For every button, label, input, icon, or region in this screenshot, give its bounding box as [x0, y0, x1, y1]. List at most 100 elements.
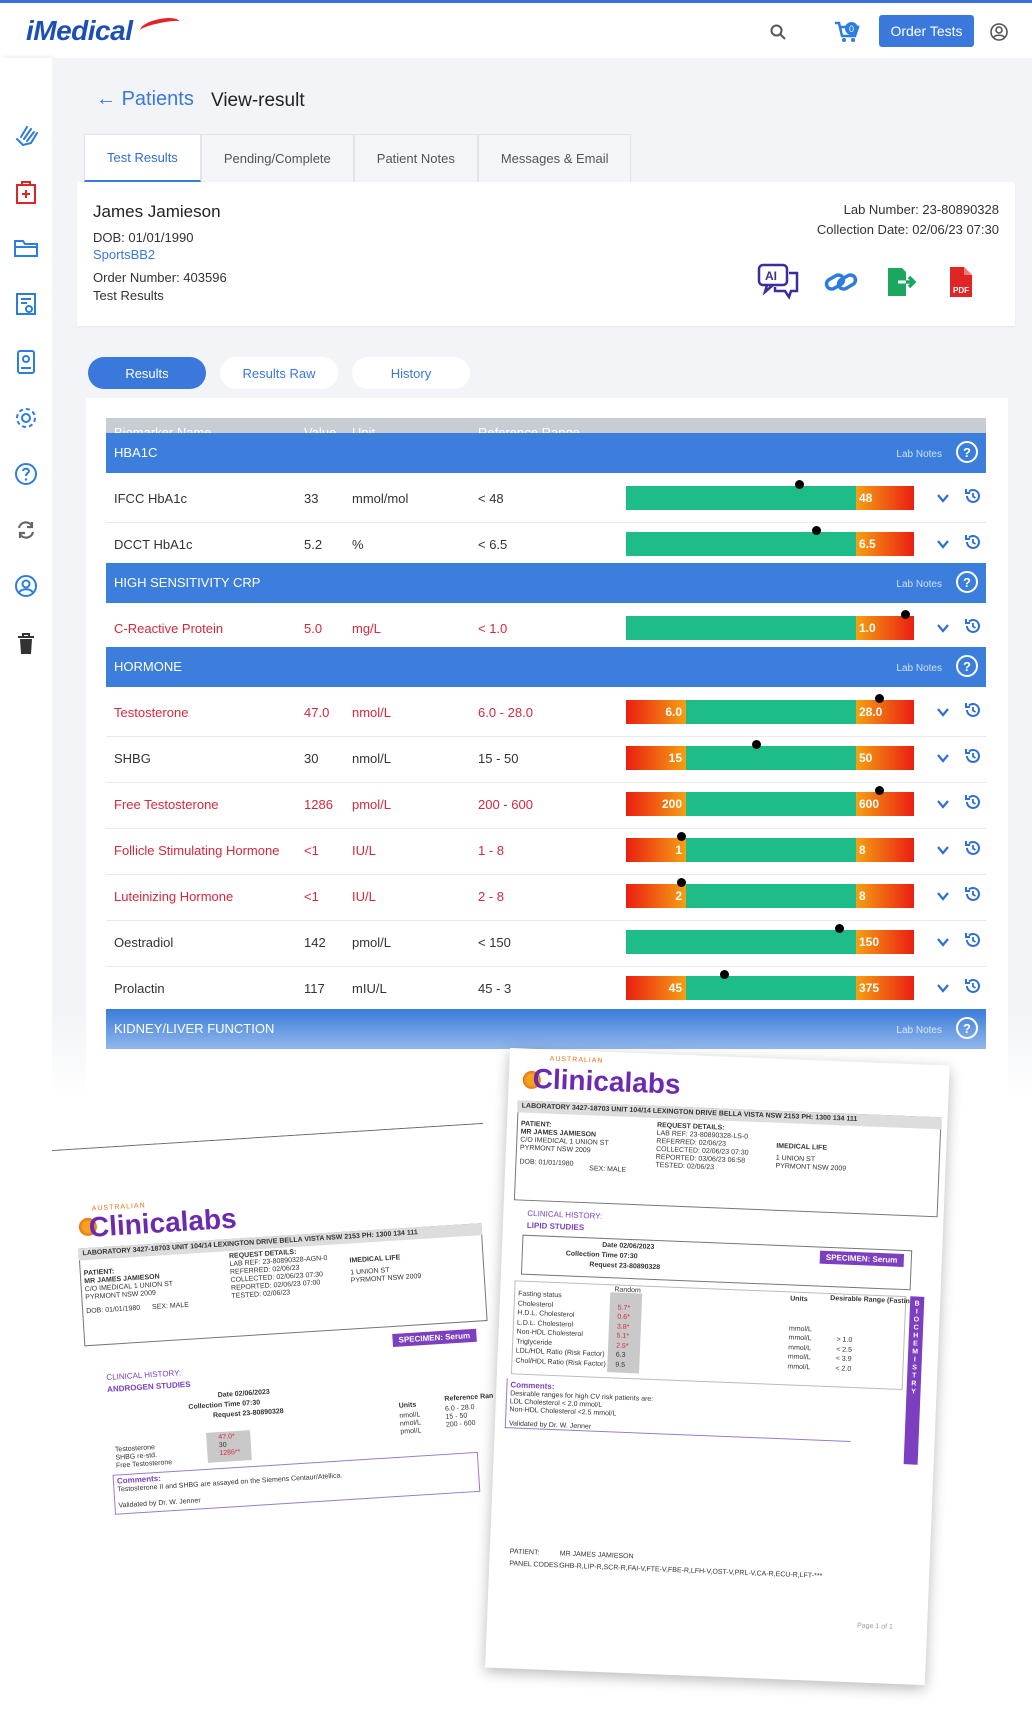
- help-icon[interactable]: ?: [956, 655, 978, 677]
- tab-pending-complete[interactable]: Pending/Complete: [200, 134, 354, 182]
- lab-notes-link[interactable]: Lab Notes: [896, 663, 942, 674]
- patient-link[interactable]: SportsBB2: [93, 247, 156, 262]
- chevron-down-icon[interactable]: [934, 979, 952, 997]
- value-marker: [875, 694, 884, 703]
- tab-test-results[interactable]: Test Results: [84, 134, 201, 182]
- bar-low-label: 1: [675, 843, 682, 857]
- gear-icon[interactable]: [12, 404, 40, 432]
- chevron-down-icon[interactable]: [934, 841, 952, 859]
- bar-low-segment: [626, 700, 686, 724]
- breadcrumb-patients[interactable]: Patients: [121, 88, 194, 110]
- trash-icon[interactable]: [12, 630, 40, 658]
- biomarker-unit: pmol/L: [352, 935, 392, 950]
- history-icon[interactable]: [963, 532, 983, 552]
- share-link-icon[interactable]: [819, 262, 863, 302]
- biomarker-unit: mmol/mol: [352, 491, 409, 506]
- table-row[interactable]: Oestradiol 142 pmol/L < 150 150: [106, 917, 986, 967]
- search-icon[interactable]: [767, 21, 789, 43]
- patient-file-icon[interactable]: [12, 348, 40, 376]
- imedical-logo[interactable]: iMedical: [26, 15, 133, 46]
- table-row[interactable]: DCCT HbA1c 5.2% < 6.5 6.5: [106, 519, 986, 569]
- group-hormone: HORMONE Lab Notes?: [106, 647, 986, 687]
- reference-range: 1 - 8: [478, 843, 505, 858]
- biomarker-value: 33: [304, 491, 319, 506]
- subtab-results-raw[interactable]: Results Raw: [220, 357, 338, 389]
- bar-low-segment: [626, 792, 686, 816]
- result-type: Test Results: [93, 288, 164, 303]
- report-units-header: Units: [790, 1295, 808, 1304]
- biomarker-name: Testosterone: [114, 705, 189, 720]
- report-random-header: Random: [614, 1286, 641, 1295]
- breadcrumb-back[interactable]: ← Patients: [96, 88, 194, 111]
- history-icon[interactable]: [963, 616, 983, 636]
- history-icon[interactable]: [963, 486, 983, 506]
- report-settings-icon[interactable]: [12, 290, 40, 318]
- chevron-down-icon[interactable]: [934, 795, 952, 813]
- history-icon[interactable]: [963, 930, 983, 950]
- table-row[interactable]: Testosterone 47.0 nmol/L 6.0 - 28.0 6.0 28.0: [106, 687, 986, 737]
- bar-high-segment: [856, 700, 914, 724]
- user-account-icon[interactable]: [988, 21, 1010, 43]
- chevron-down-icon[interactable]: [934, 489, 952, 507]
- biomarker-value: 117: [304, 981, 325, 996]
- subtab-results[interactable]: Results: [88, 357, 206, 389]
- chevron-down-icon[interactable]: [934, 933, 952, 951]
- table-row[interactable]: IFCC HbA1c 33 mmol/mol < 48 48: [106, 473, 986, 523]
- biomarker-unit: IU/L: [352, 843, 376, 858]
- table-row[interactable]: Follicle Stimulating Hormone <1 IU/L 1 - 8 1…: [106, 825, 986, 875]
- refresh-icon[interactable]: [12, 516, 40, 544]
- report-value-free-testosterone: 1286**: [219, 1448, 241, 1458]
- help-icon[interactable]: ?: [956, 571, 978, 593]
- report-sex: SEX: MALE: [589, 1165, 627, 1174]
- help-icon[interactable]: [12, 460, 40, 488]
- bar-high-segment: [856, 838, 914, 862]
- bar-normal-segment: [626, 930, 856, 954]
- chevron-down-icon[interactable]: [934, 887, 952, 905]
- biomarker-name: Oestradiol: [114, 935, 174, 950]
- folder-icon[interactable]: [12, 234, 40, 262]
- chevron-down-icon[interactable]: [934, 619, 952, 637]
- table-row[interactable]: Prolactin 117 mIU/L 45 - 3 45 375: [106, 963, 986, 1013]
- tab-patient-notes[interactable]: Patient Notes: [353, 134, 478, 182]
- lipid-value: 6.3: [615, 1351, 626, 1359]
- biomarker-value: 47.0: [304, 705, 330, 720]
- tab-messages-email[interactable]: Messages & Email: [477, 134, 632, 182]
- table-row[interactable]: SHBG 30 nmol/L 15 - 50 15 50: [106, 733, 986, 783]
- reference-range: 45 - 3: [478, 981, 512, 996]
- chevron-down-icon[interactable]: [934, 535, 952, 553]
- report-page-number: Page 1 of 1: [856, 1622, 894, 1631]
- report-range-header: Reference Ran: [444, 1392, 494, 1403]
- lab-notes-link[interactable]: Lab Notes: [896, 449, 942, 460]
- collection-date: Collection Date: 02/06/23 07:30: [816, 222, 999, 237]
- add-order-icon[interactable]: [12, 178, 40, 206]
- pdf-icon[interactable]: PDF: [939, 262, 983, 302]
- reference-range: < 48: [478, 491, 504, 506]
- bar-high-segment: [856, 976, 914, 1000]
- subtab-history[interactable]: History: [352, 357, 470, 389]
- biomarker-name: IFCC HbA1c: [114, 491, 187, 506]
- user-circle-icon[interactable]: [12, 572, 40, 600]
- history-icon[interactable]: [963, 976, 983, 996]
- chevron-down-icon[interactable]: [934, 703, 952, 721]
- history-icon[interactable]: [963, 700, 983, 720]
- table-row[interactable]: C-Reactive Protein 5.0 mg/L < 1.0 1.0: [106, 603, 986, 653]
- history-icon[interactable]: [963, 838, 983, 858]
- table-row[interactable]: Free Testosterone 1286 pmol/L 200 - 600 200 6…: [106, 779, 986, 829]
- help-icon[interactable]: ?: [956, 441, 978, 463]
- lipid-value: 5.1*: [616, 1332, 630, 1341]
- lab-notes-link[interactable]: Lab Notes: [896, 579, 942, 590]
- export-icon[interactable]: [879, 262, 923, 302]
- biomarker-name: SHBG: [114, 751, 151, 766]
- history-icon[interactable]: [963, 746, 983, 766]
- chevron-down-icon[interactable]: [934, 749, 952, 767]
- order-tests-button[interactable]: Order Tests: [879, 15, 974, 47]
- report-units-header: Units: [398, 1401, 417, 1410]
- hand-icon[interactable]: [12, 122, 40, 150]
- biomarker-unit: mg/L: [352, 621, 381, 636]
- history-icon[interactable]: [963, 884, 983, 904]
- lipid-name: Triglyceride: [516, 1337, 553, 1347]
- ai-chat-icon[interactable]: AI: [757, 262, 801, 302]
- history-icon[interactable]: [963, 792, 983, 812]
